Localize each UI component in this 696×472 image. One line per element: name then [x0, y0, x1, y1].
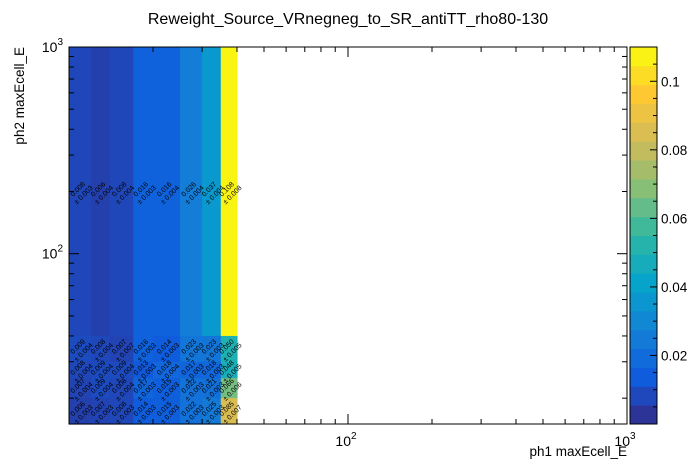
heatmap-cell: [109, 47, 134, 337]
heatmap-cell: [180, 335, 203, 363]
heatmap-cell: [109, 361, 134, 379]
colorbar: 0.02 0.04 0.06 0.08 0.1: [629, 46, 688, 425]
heatmap-cell: [91, 378, 111, 399]
colorbar-tick-label: 0.08: [661, 143, 687, 158]
heatmap-cell: [133, 335, 154, 363]
heatmap-cell: [69, 378, 92, 399]
heatmap-cell: [180, 398, 203, 425]
colorbar-band: [630, 84, 657, 105]
colorbar-band: [630, 273, 657, 293]
colorbar-tick-label: 0.1: [661, 74, 680, 89]
heatmap-cell: [220, 335, 238, 363]
heatmap-cell: [152, 335, 181, 363]
colorbar-band: [630, 197, 657, 218]
heatmap-cell: [202, 378, 222, 399]
heatmap-cells: [69, 47, 238, 425]
heatmap-cell: [133, 378, 154, 399]
heatmap-cell: [152, 47, 181, 337]
colorbar-band: [630, 141, 657, 161]
heatmap-cell: [220, 378, 238, 399]
colorbar-band: [630, 178, 657, 199]
y-axis-label: ph2 maxEcell_E: [12, 47, 27, 145]
colorbar-band: [630, 367, 657, 387]
heatmap-cell: [133, 47, 154, 337]
colorbar-bands: [630, 47, 657, 425]
heatmap-cell: [133, 398, 154, 425]
colorbar-tick-label: 0.04: [661, 280, 688, 295]
heatmap-cell: [109, 335, 134, 363]
heatmap-cell: [180, 361, 203, 379]
heatmap-cell: [109, 398, 134, 425]
colorbar-band: [630, 65, 657, 86]
heatmap-cell: [220, 398, 238, 425]
axis-ticks: 102 103 102 103: [42, 37, 636, 449]
colorbar-band: [630, 160, 657, 180]
heatmap-cell: [202, 335, 222, 363]
colorbar-tick-label: 0.02: [661, 348, 687, 363]
heatmap-cell: [109, 378, 134, 399]
colorbar-band: [630, 348, 657, 368]
heatmap-cell: [91, 361, 111, 379]
heatmap-cell: [180, 378, 203, 399]
colorbar-band: [630, 216, 657, 236]
heatmap-cell: [202, 398, 222, 425]
heatmap-cell: [152, 378, 181, 399]
colorbar-ticks: 0.02 0.04 0.06 0.08 0.1: [650, 63, 688, 408]
colorbar-tick-label: 0.06: [661, 211, 687, 226]
y-tick-label: 102: [42, 244, 64, 262]
heatmap-cell: [220, 47, 238, 337]
colorbar-band: [630, 329, 657, 350]
colorbar-band: [630, 235, 657, 255]
chart-title: Reweight_Source_VRnegneg_to_SR_antiTT_rh…: [148, 11, 548, 28]
colorbar-band: [630, 405, 657, 425]
heatmap-cell: [133, 361, 154, 379]
x-tick-label: 103: [614, 431, 636, 449]
x-tick-label: 102: [335, 431, 357, 449]
heatmap-cell: [69, 361, 92, 379]
heatmap-cell: [69, 398, 92, 425]
heatmap-cell: [91, 398, 111, 425]
heatmap-cell: [202, 361, 222, 379]
colorbar-band: [630, 47, 657, 67]
heatmap-cell: [220, 361, 238, 379]
colorbar-band: [630, 254, 657, 274]
heatmap-cell: [69, 335, 92, 363]
heatmap-cell: [91, 335, 111, 363]
colorbar-band: [630, 386, 657, 406]
colorbar-band: [630, 122, 657, 142]
y-tick-label: 103: [42, 37, 64, 55]
heatmap-cell: [152, 398, 181, 425]
colorbar-band: [630, 292, 657, 312]
heatmap-cell: [69, 47, 92, 337]
colorbar-band: [630, 310, 657, 331]
heatmap-cell: [152, 361, 181, 379]
heatmap-cell: [180, 47, 203, 337]
x-axis-label: ph1 maxEcell_E: [529, 444, 627, 459]
heatmap-cell: [91, 47, 111, 337]
colorbar-band: [630, 103, 657, 123]
heatmap-cell: [202, 47, 222, 337]
